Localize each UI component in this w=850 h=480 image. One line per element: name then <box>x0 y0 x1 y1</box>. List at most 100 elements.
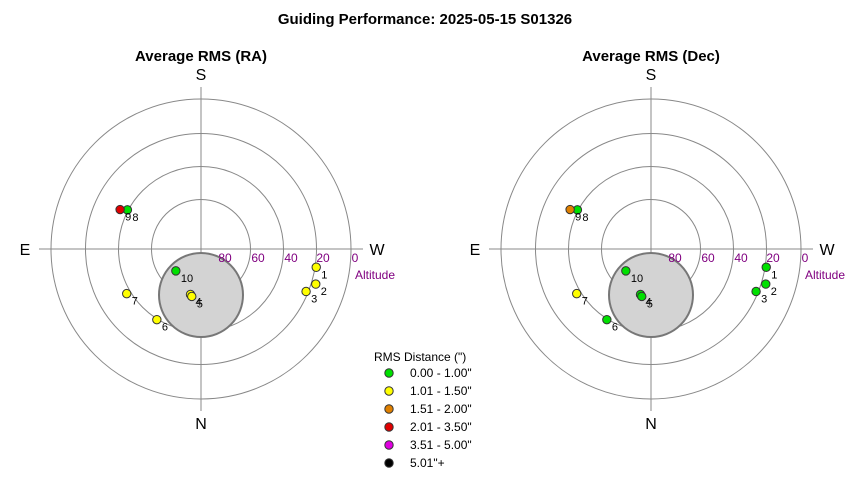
data-point-label: 10 <box>631 273 643 285</box>
data-point-label: 10 <box>181 273 193 285</box>
data-point: 6 <box>152 314 168 334</box>
altitude-ring <box>500 98 802 400</box>
legend-item: 1.51 - 2.00" <box>384 402 472 416</box>
altitude-tick-label: 40 <box>734 251 748 265</box>
data-point-label: 3 <box>311 293 317 305</box>
legend-item: 2.01 - 3.50" <box>384 420 472 434</box>
legend-swatch <box>384 458 394 468</box>
legend-item: 3.51 - 5.00" <box>384 438 472 452</box>
data-point-label: 8 <box>132 212 138 224</box>
direction-label-top: S <box>646 67 657 84</box>
data-point-label: 9 <box>125 212 131 224</box>
data-point-label: 2 <box>771 286 777 298</box>
altitude-tick-label: 60 <box>251 251 265 265</box>
legend-item: 0.00 - 1.00" <box>384 366 472 380</box>
altitude-tick-label: 0 <box>802 251 809 265</box>
data-point: 2 <box>311 279 327 298</box>
data-point-marker <box>761 279 771 289</box>
legend-label: 5.01"+ <box>410 456 445 470</box>
direction-label-bottom: N <box>645 416 657 433</box>
data-point-marker <box>311 262 321 272</box>
data-point: 1 <box>311 262 327 281</box>
data-point: 7 <box>122 288 138 308</box>
data-point-marker <box>621 266 631 276</box>
data-point: 5 <box>187 291 203 310</box>
legend-item: 5.01"+ <box>384 456 445 470</box>
altitude-ring <box>50 98 352 400</box>
legend-label: 3.51 - 5.00" <box>410 438 472 452</box>
data-point: 7 <box>572 288 588 308</box>
altitude-tick-label: 80 <box>668 251 682 265</box>
altitude-axis-label: Altitude <box>805 268 845 282</box>
altitude-axis-label: Altitude <box>355 268 395 282</box>
legend-swatch <box>384 422 394 432</box>
altitude-ring <box>85 133 317 365</box>
chart-title: Average RMS (Dec) <box>582 48 720 65</box>
altitude-tick-label: 0 <box>352 251 359 265</box>
legend-label: 1.01 - 1.50" <box>410 384 472 398</box>
legend-swatch <box>384 440 394 450</box>
data-point-marker <box>565 204 575 215</box>
data-point: 1 <box>761 262 777 281</box>
data-point-label: 1 <box>771 269 777 281</box>
data-point: 3 <box>751 286 767 305</box>
data-point-label: 1 <box>321 269 327 281</box>
data-point-label: 6 <box>162 322 168 334</box>
legend-title: RMS Distance (") <box>374 350 466 364</box>
legend-swatch <box>384 404 394 414</box>
data-point-label: 4 <box>196 296 202 308</box>
data-point: 2 <box>761 279 777 298</box>
legend-label: 0.00 - 1.00" <box>410 366 472 380</box>
altitude-tick-label: 20 <box>766 251 780 265</box>
direction-label-left: E <box>470 242 481 259</box>
data-point-label: 8 <box>582 212 588 224</box>
data-point-marker <box>311 279 321 289</box>
legend-swatch <box>384 386 394 396</box>
data-point: 5 <box>637 291 653 310</box>
data-point-marker <box>122 288 132 299</box>
data-point-marker <box>572 288 582 299</box>
legend-label: 2.01 - 3.50" <box>410 420 472 434</box>
altitude-tick-label: 80 <box>218 251 232 265</box>
data-point: 10 <box>621 266 643 285</box>
data-point-label: 7 <box>132 296 138 308</box>
data-point: 9 <box>115 204 131 224</box>
data-point-marker <box>637 291 647 302</box>
direction-label-right: W <box>819 242 835 259</box>
data-point-label: 5 <box>647 298 653 310</box>
legend: RMS Distance (") 0.00 - 1.00" 1.01 - 1.50… <box>374 350 472 470</box>
figure-title: Guiding Performance: 2025-05-15 S01326 <box>278 11 572 28</box>
data-point-label: 2 <box>321 286 327 298</box>
data-point: 6 <box>602 314 618 334</box>
data-point-marker <box>602 314 612 325</box>
data-point-marker <box>761 262 771 272</box>
data-point-label: 4 <box>646 296 652 308</box>
data-point-marker <box>187 291 197 302</box>
data-point-marker <box>115 204 125 215</box>
data-point-label: 6 <box>612 322 618 334</box>
data-point: 9 <box>565 204 581 224</box>
data-point: 8 <box>122 205 139 224</box>
data-point-marker <box>751 286 761 297</box>
direction-label-left: E <box>20 242 31 259</box>
polar-chart-dec: Average RMS (Dec) S N E W 80 60 40 20 0 Altitude 1 2… <box>470 48 846 433</box>
direction-label-top: S <box>196 67 207 84</box>
legend-label: 1.51 - 2.00" <box>410 402 472 416</box>
legend-swatch <box>384 368 394 378</box>
data-point: 3 <box>301 286 317 305</box>
data-point-marker <box>301 286 311 297</box>
data-point-marker <box>152 314 162 325</box>
obstruction-disc <box>158 252 244 338</box>
data-point-marker <box>171 266 181 276</box>
obstruction-disc <box>608 252 694 338</box>
polar-chart-ra: Average RMS (RA) S N E W 80 60 40 20 0 Altitude 1 23… <box>20 48 396 433</box>
altitude-tick-label: 20 <box>316 251 330 265</box>
altitude-tick-label: 40 <box>284 251 298 265</box>
direction-label-right: W <box>369 242 385 259</box>
data-point-label: 7 <box>582 296 588 308</box>
chart-title: Average RMS (RA) <box>135 48 267 65</box>
data-point-label: 5 <box>197 298 203 310</box>
altitude-tick-label: 60 <box>701 251 715 265</box>
direction-label-bottom: N <box>195 416 207 433</box>
